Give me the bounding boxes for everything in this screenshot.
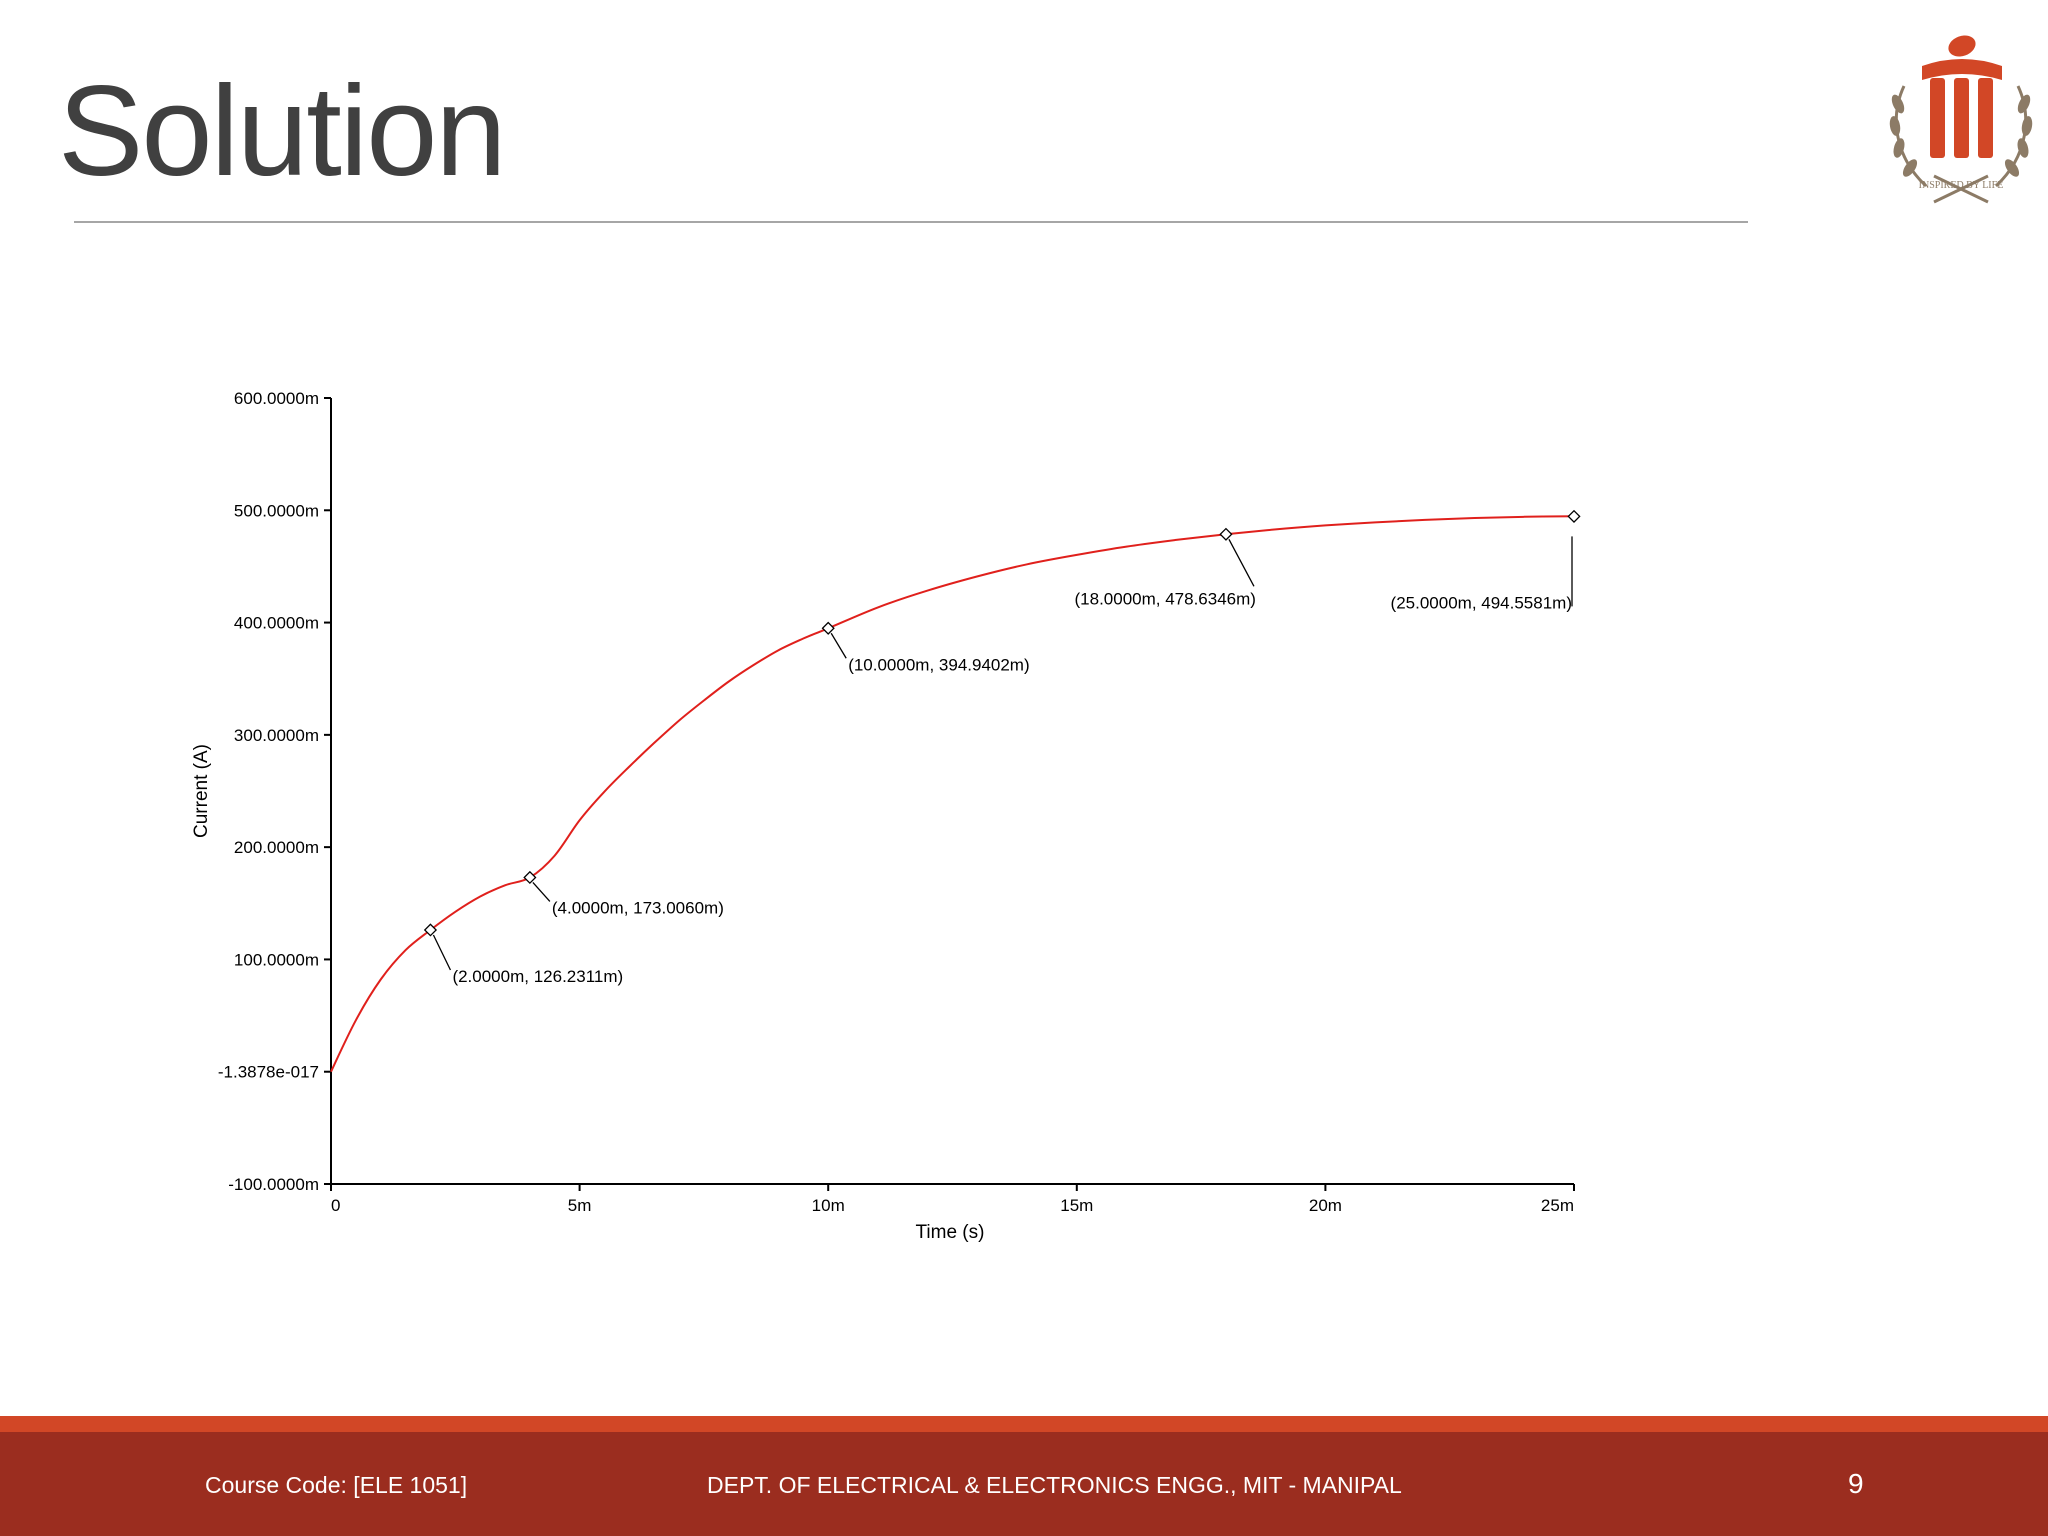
manipal-institute-logo-icon: INSPIRED BY LIFE xyxy=(1889,35,2033,204)
annotation-leader xyxy=(532,882,551,902)
footer-accent-stripe xyxy=(0,1416,2048,1432)
data-annotation: (10.0000m, 394.9402m) xyxy=(821,621,1030,674)
x-tick-label: 15m xyxy=(1060,1196,1093,1215)
y-tick-label: 500.0000m xyxy=(234,501,319,520)
y-tick-label: 600.0000m xyxy=(234,389,319,408)
annotation-label: (18.0000m, 478.6346m) xyxy=(1075,589,1256,608)
x-tick-label: 0 xyxy=(331,1196,340,1215)
x-tick-label: 25m xyxy=(1541,1196,1574,1215)
annotation-marker xyxy=(821,621,835,635)
annotation-leader xyxy=(432,934,452,971)
annotation-marker xyxy=(523,870,537,885)
current-curve xyxy=(330,515,1575,1073)
x-tick-label: 20m xyxy=(1309,1196,1342,1215)
annotation-label: (25.0000m, 494.5581m) xyxy=(1391,593,1572,612)
y-tick-label: -100.0000m xyxy=(228,1175,319,1194)
title-divider xyxy=(74,221,1748,223)
y-tick-label: 300.0000m xyxy=(234,726,319,745)
page-number: 9 xyxy=(1848,1468,1864,1499)
y-tick-label: 400.0000m xyxy=(234,614,319,633)
annotation-marker xyxy=(423,923,438,937)
y-tick-group: 600.0000m 500.0000m 400.0000m 300.0000m 200.… xyxy=(218,389,331,1194)
y-axis-label: Current (A) xyxy=(191,744,212,838)
x-tick-label: 10m xyxy=(812,1196,845,1215)
annotation-group: (2.0000m, 126.2311m) (4.0000m, 173.0060m)… xyxy=(423,509,1581,986)
y-tick-label: 200.0000m xyxy=(234,838,319,857)
annotation-leader xyxy=(1228,538,1255,587)
slide-title: Solution xyxy=(58,60,507,203)
logo-motto: INSPIRED BY LIFE xyxy=(1919,180,2004,191)
y-tick-label: -1.3878e-017 xyxy=(218,1063,319,1082)
annotation-label: (4.0000m, 173.0060m) xyxy=(552,898,724,917)
footer-course-code: Course Code: [ELE 1051] xyxy=(205,1472,468,1498)
annotation-marker xyxy=(1567,509,1581,523)
y-tick-label: 100.0000m xyxy=(234,950,319,969)
data-annotation: (18.0000m, 478.6346m) xyxy=(1075,527,1256,608)
chart-axes xyxy=(330,398,1574,1185)
x-tick-group: 0 5m 10m 15m 20m 25m xyxy=(330,1184,1575,1215)
annotation-label: (10.0000m, 394.9402m) xyxy=(848,655,1029,674)
data-annotation: (4.0000m, 173.0060m) xyxy=(523,870,724,917)
annotation-label: (2.0000m, 126.2311m) xyxy=(452,967,623,986)
data-annotation: (25.0000m, 494.5581m) xyxy=(1391,509,1581,612)
x-axis-label: Time (s) xyxy=(916,1222,985,1243)
footer-department: DEPT. OF ELECTRICAL & ELECTRONICS ENGG.,… xyxy=(707,1472,1402,1498)
data-annotation: (2.0000m, 126.2311m) xyxy=(423,923,623,986)
footer-bar xyxy=(0,1432,2048,1536)
annotation-marker xyxy=(1219,527,1233,541)
x-tick-label: 5m xyxy=(568,1196,592,1215)
annotation-leader xyxy=(830,632,847,659)
